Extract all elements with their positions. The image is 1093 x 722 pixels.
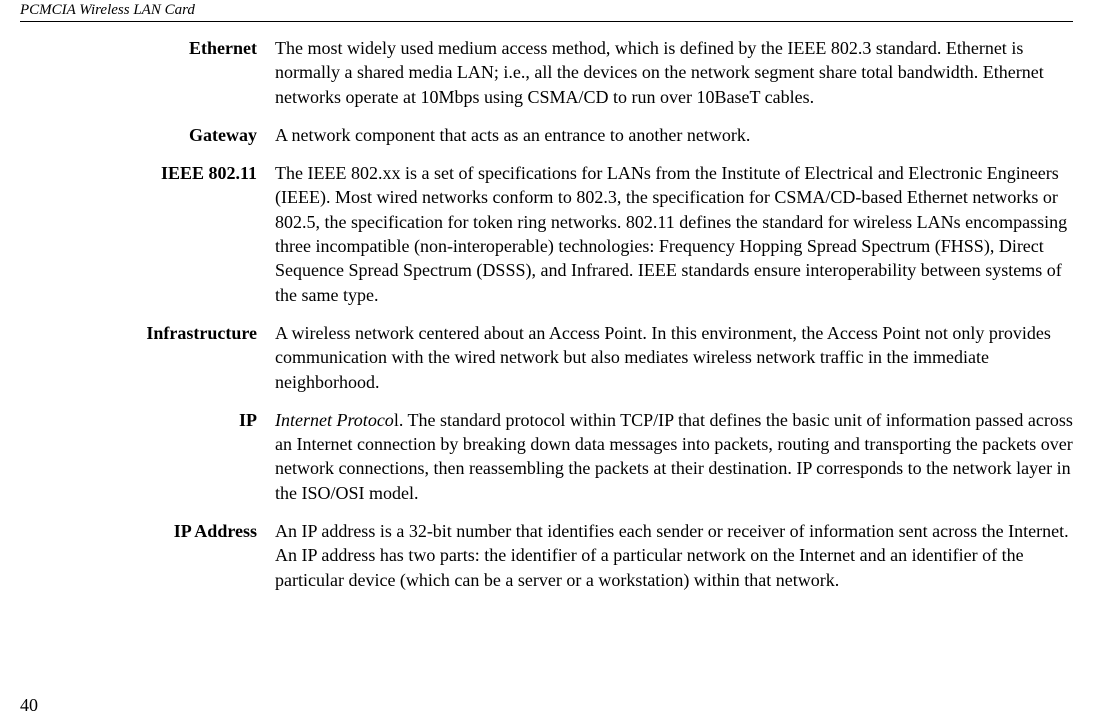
- term-infrastructure: Infrastructure: [20, 321, 275, 394]
- glossary-content: Ethernet The most widely used medium acc…: [0, 30, 1093, 592]
- def-ip-address: An IP address is a 32-bit number that id…: [275, 519, 1073, 592]
- def-ip: Internet Protocol. The standard protocol…: [275, 408, 1073, 505]
- glossary-row: IP Internet Protocol. The standard proto…: [20, 408, 1073, 505]
- term-ip-address: IP Address: [20, 519, 275, 592]
- def-ieee80211: The IEEE 802.xx is a set of specificatio…: [275, 161, 1073, 307]
- page-header: PCMCIA Wireless LAN Card: [0, 0, 1093, 19]
- def-ethernet: The most widely used medium access metho…: [275, 36, 1073, 109]
- def-ip-rest: l. The standard protocol within TCP/IP t…: [275, 410, 1073, 503]
- def-infrastructure: A wireless network centered about an Acc…: [275, 321, 1073, 394]
- def-ip-italic-lead: Internet Protoco: [275, 410, 394, 430]
- header-title: PCMCIA Wireless LAN Card: [20, 2, 195, 18]
- glossary-row: IEEE 802.11 The IEEE 802.xx is a set of …: [20, 161, 1073, 307]
- term-ip: IP: [20, 408, 275, 505]
- term-ieee80211: IEEE 802.11: [20, 161, 275, 307]
- term-ethernet: Ethernet: [20, 36, 275, 109]
- glossary-row: Ethernet The most widely used medium acc…: [20, 36, 1073, 109]
- glossary-row: Gateway A network component that acts as…: [20, 123, 1073, 147]
- glossary-row: IP Address An IP address is a 32-bit num…: [20, 519, 1073, 592]
- term-gateway: Gateway: [20, 123, 275, 147]
- def-gateway: A network component that acts as an entr…: [275, 123, 1073, 147]
- page-footer: 40: [20, 695, 38, 716]
- header-rule: [20, 21, 1073, 22]
- glossary-row: Infrastructure A wireless network center…: [20, 321, 1073, 394]
- page-number: 40: [20, 695, 38, 715]
